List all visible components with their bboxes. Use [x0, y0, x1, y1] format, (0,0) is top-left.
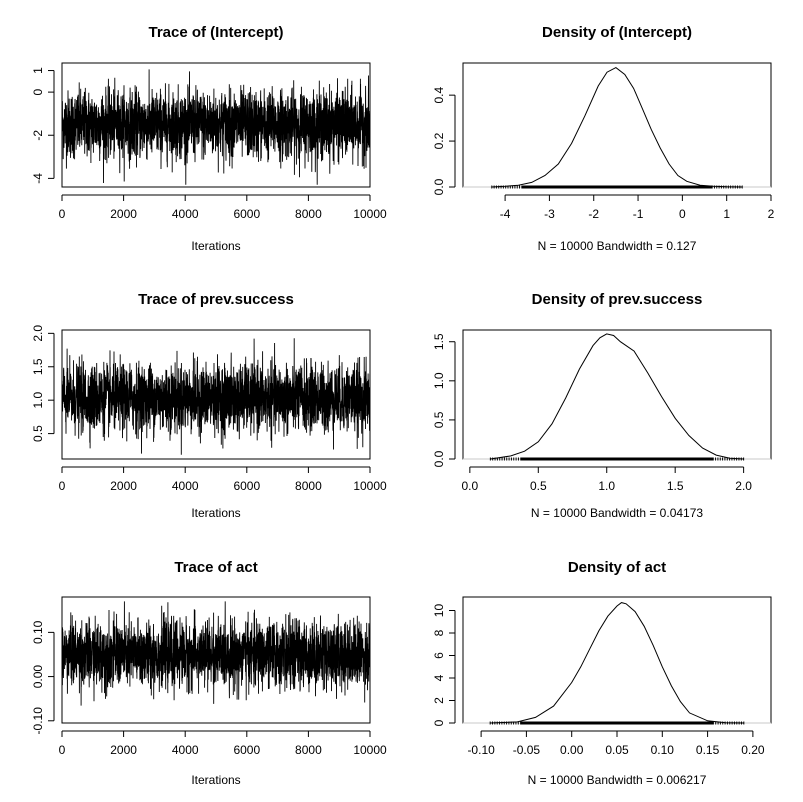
x-tick-label: -3 — [544, 207, 555, 221]
y-tick-label: 0.2 — [432, 132, 446, 149]
x-tick-label: 2000 — [110, 743, 137, 757]
x-tick-label: 2000 — [110, 479, 137, 493]
x-axis-label: N = 10000 Bandwidth = 0.006217 — [528, 773, 707, 787]
x-tick-label: 10000 — [353, 207, 387, 221]
trace-act-panel: Trace of act Iterations 0 2000 4000 6000 8000 1… — [31, 559, 387, 787]
x-tick-label: -4 — [500, 207, 511, 221]
y-tick-label: 10 — [432, 604, 446, 618]
trace-prev-success-panel: Trace of prev.success Iterations 0 2000 4000… — [31, 291, 387, 520]
plot-title: Trace of (Intercept) — [148, 24, 283, 41]
x-tick-label: 0.05 — [605, 743, 629, 757]
x-tick-label: -0.05 — [513, 743, 541, 757]
x-tick-label: 0.15 — [696, 743, 720, 757]
y-tick-label: 6 — [432, 652, 446, 659]
x-tick-label: 1 — [723, 207, 730, 221]
plot-title: Density of act — [568, 559, 666, 576]
x-tick-label: 2.0 — [735, 479, 752, 493]
plot-title: Trace of act — [174, 559, 257, 576]
y-tick-label: 2 — [432, 697, 446, 704]
x-axis-label: Iterations — [191, 773, 240, 787]
y-tick-label: -4 — [31, 173, 45, 184]
x-tick-label: 0 — [59, 743, 66, 757]
x-tick-label: 0 — [59, 479, 66, 493]
plot-title: Density of (Intercept) — [542, 24, 692, 41]
y-tick-label: 0 — [31, 88, 45, 95]
x-axis-label: N = 10000 Bandwidth = 0.04173 — [531, 506, 703, 520]
x-axis-label: Iterations — [191, 239, 240, 253]
x-axis-label: Iterations — [191, 506, 240, 520]
y-tick-label: 1.5 — [432, 333, 446, 350]
y-tick-label: 0 — [432, 719, 446, 726]
x-tick-label: 0.0 — [462, 479, 479, 493]
density-curve — [490, 603, 744, 723]
density-prev-success-panel: Density of prev.success N = 10000 Bandwid… — [432, 291, 771, 520]
x-tick-label: 0.5 — [530, 479, 547, 493]
density-curve — [490, 334, 743, 459]
x-tick-label: 2 — [768, 207, 775, 221]
y-tick-label: 2.0 — [31, 325, 45, 342]
x-tick-label: 8000 — [295, 479, 322, 493]
y-tick-label: 8 — [432, 629, 446, 636]
x-tick-label: 1.0 — [598, 479, 615, 493]
plot-frame — [463, 63, 771, 187]
y-tick-label: 0.5 — [432, 411, 446, 428]
y-tick-label: 1 — [31, 67, 45, 74]
y-tick-label: 0.0 — [432, 178, 446, 195]
y-tick-label: 0.10 — [31, 620, 45, 644]
x-tick-label: -0.10 — [467, 743, 495, 757]
x-tick-label: 0.20 — [741, 743, 765, 757]
mcmc-diagnostic-plots: Trace of (Intercept)Iterations0 2000 4000 6… — [0, 0, 803, 802]
y-tick-label: 0.0 — [432, 450, 446, 467]
y-tick-label: 0.5 — [31, 425, 45, 442]
x-tick-label: 4000 — [172, 207, 199, 221]
x-axis-label: N = 10000 Bandwidth = 0.127 — [538, 239, 697, 253]
x-tick-label: 4000 — [172, 743, 199, 757]
trace-line — [62, 338, 370, 454]
trace-line — [62, 69, 370, 184]
y-tick-label: 1.5 — [31, 358, 45, 375]
x-tick-label: 0 — [59, 207, 66, 221]
y-tick-label: 1.0 — [31, 392, 45, 409]
x-tick-label: -1 — [633, 207, 644, 221]
x-tick-label: 6000 — [233, 479, 260, 493]
x-tick-label: 2000 — [110, 207, 137, 221]
density-curve — [492, 68, 742, 187]
x-tick-label: 8000 — [295, 743, 322, 757]
x-tick-label: 0.10 — [651, 743, 675, 757]
x-tick-label: 6000 — [233, 207, 260, 221]
x-tick-label: 10000 — [353, 479, 387, 493]
plot-frame — [463, 330, 771, 459]
plot-title: Density of prev.success — [532, 291, 703, 308]
y-tick-label: 4 — [432, 674, 446, 681]
y-tick-label: -0.10 — [31, 707, 45, 735]
trace-line — [62, 601, 370, 705]
y-tick-label: -2 — [31, 130, 45, 141]
x-tick-label: 10000 — [353, 743, 387, 757]
density-act-panel: Density of act N = 10000 Bandwidth = 0.00… — [432, 559, 771, 787]
trace-intercept-panel: Trace of (Intercept) Iterations 0 2000 4000 6… — [31, 24, 387, 253]
plot-frame — [463, 597, 771, 723]
x-tick-label: -2 — [588, 207, 599, 221]
x-tick-label: 0.00 — [560, 743, 584, 757]
y-tick-label: 0.4 — [432, 86, 446, 103]
x-tick-label: 6000 — [233, 743, 260, 757]
x-tick-label: 4000 — [172, 479, 199, 493]
y-tick-label: 1.0 — [432, 372, 446, 389]
y-tick-label: 0.00 — [31, 665, 45, 689]
x-tick-label: 8000 — [295, 207, 322, 221]
density-intercept-panel: Density of (Intercept) N = 10000 Bandwidt… — [432, 24, 775, 253]
x-tick-label: 1.5 — [667, 479, 684, 493]
plot-title: Trace of prev.success — [138, 291, 294, 308]
x-tick-label: 0 — [679, 207, 686, 221]
